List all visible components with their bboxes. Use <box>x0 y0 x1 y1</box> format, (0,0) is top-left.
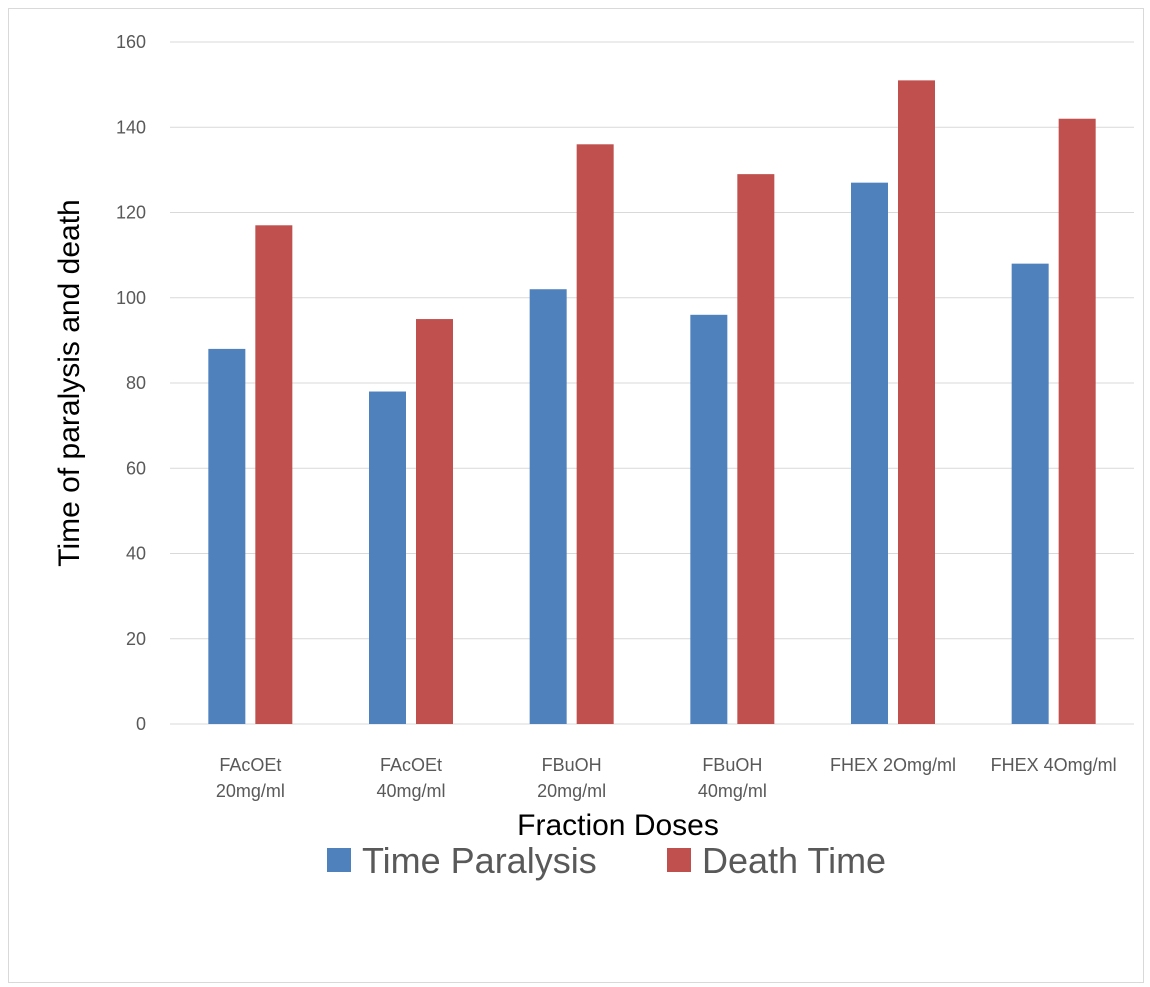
x-tick-label: FHEX 4Omg/ml <box>991 755 1117 775</box>
x-tick-label: FBuOH 20mg/ml <box>537 755 606 801</box>
x-tick-label-line: FBuOH <box>542 755 602 775</box>
y-tick-label: 160 <box>116 32 146 52</box>
bar-death-time <box>737 174 775 724</box>
y-tick-label: 80 <box>126 373 146 393</box>
x-tick-label-line: 20mg/ml <box>537 781 606 801</box>
legend-label: Death Time <box>702 840 886 881</box>
x-tick-label: FAcOEt 40mg/ml <box>376 755 445 801</box>
gridlines <box>170 41 1134 725</box>
x-tick-label-line: FAcOEt <box>219 755 281 775</box>
x-tick-label-line: 40mg/ml <box>376 781 445 801</box>
y-tick-label: 60 <box>126 458 146 478</box>
bar-time-paralysis <box>369 391 406 724</box>
legend: Time Paralysis Death Time <box>327 840 886 881</box>
x-axis-title: Fraction Doses <box>517 809 719 842</box>
x-tick-label-line: 20mg/ml <box>216 781 285 801</box>
y-axis-ticks: 0 20 40 60 80 100 120 140 160 <box>116 32 146 734</box>
y-tick-label: 20 <box>126 629 146 649</box>
bar-time-paralysis <box>208 348 246 724</box>
x-tick-label-line: FHEX 4Omg/ml <box>991 755 1117 775</box>
legend-swatch <box>667 848 691 872</box>
x-tick-label-line: FHEX 2Omg/ml <box>830 755 956 775</box>
chart-frame <box>8 8 1144 983</box>
y-tick-label: 140 <box>116 117 146 137</box>
legend-swatch <box>327 848 351 872</box>
legend-label: Time Paralysis <box>362 840 597 881</box>
bar-death-time <box>416 319 453 724</box>
y-tick-label: 120 <box>116 203 146 223</box>
y-axis-title: Time of paralysis and death <box>53 199 86 566</box>
x-tick-label: FHEX 2Omg/ml <box>830 755 956 775</box>
bar-time-paralysis <box>529 289 567 724</box>
y-tick-label: 100 <box>116 288 146 308</box>
y-tick-label: 40 <box>126 544 146 564</box>
bar-time-paralysis <box>690 314 728 724</box>
bar-death-time <box>898 80 935 725</box>
y-tick-label: 0 <box>136 714 146 734</box>
x-tick-label-line: FAcOEt <box>380 755 442 775</box>
x-tick-label-line: 40mg/ml <box>698 781 767 801</box>
bar-time-paralysis <box>851 182 888 725</box>
x-tick-label-line: FBuOH <box>702 755 762 775</box>
bar-death-time <box>576 144 614 725</box>
bars <box>208 80 1096 725</box>
x-tick-label: FBuOH 40mg/ml <box>698 755 767 801</box>
bar-death-time <box>255 225 293 724</box>
x-tick-label: FAcOEt 20mg/ml <box>216 755 285 801</box>
bar-time-paralysis <box>1011 263 1049 724</box>
bar-death-time <box>1058 118 1096 725</box>
